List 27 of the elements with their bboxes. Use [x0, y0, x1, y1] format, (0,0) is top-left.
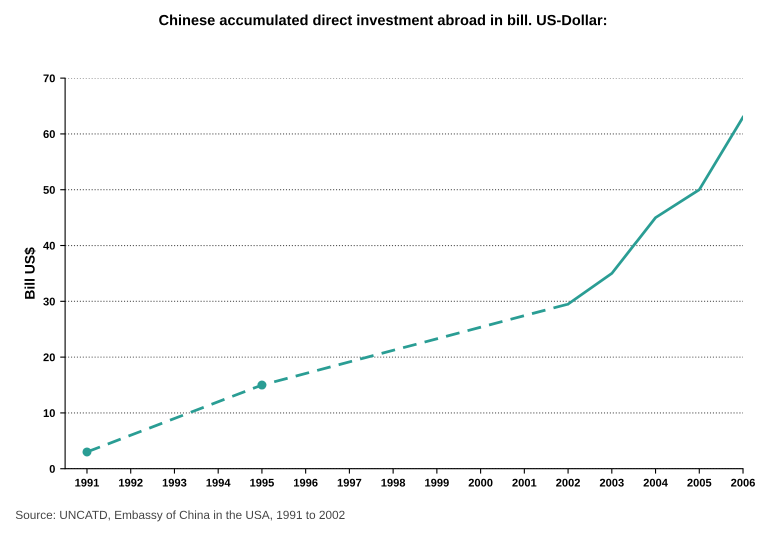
- x-tick-label: 1999: [425, 478, 449, 487]
- x-tick-label: 2005: [687, 478, 712, 487]
- y-tick-label: 60: [43, 130, 55, 138]
- y-tick-label: 40: [43, 242, 55, 250]
- source-note: Source: UNCATD, Embassy of China in the USA, 1991 to 2002: [16, 510, 345, 522]
- chart-title: Chinese accumulated direct investment abroad in bill. US-Dollar:: [159, 14, 606, 26]
- x-tick-label: 1993: [162, 478, 186, 487]
- x-tick-label: 2003: [600, 478, 624, 487]
- x-tick-label: 1994: [206, 478, 230, 487]
- y-tick-label: 0: [50, 464, 55, 473]
- x-tick-label: 1996: [294, 478, 318, 487]
- y-tick-label: 20: [43, 353, 55, 362]
- y-tick-label: 50: [43, 186, 55, 194]
- x-tick-label: 2004: [644, 478, 668, 487]
- x-tick-label: 1992: [119, 478, 143, 487]
- x-tick-label: 1998: [381, 478, 406, 487]
- x-tick-label: 1997: [338, 478, 362, 487]
- x-tick-label: 2006: [731, 478, 755, 487]
- x-tick-label: 2000: [468, 478, 493, 487]
- y-tick-label: 30: [43, 298, 55, 306]
- x-tick-label: 1995: [250, 478, 274, 487]
- y-tick-label: 10: [44, 409, 55, 418]
- x-tick-label: 1991: [75, 478, 100, 487]
- y-axis-title: Bill US$: [24, 247, 36, 299]
- y-tick-label: 70: [44, 74, 55, 82]
- x-tick-label: 2001: [512, 478, 536, 487]
- x-tick-label: 2002: [556, 478, 580, 487]
